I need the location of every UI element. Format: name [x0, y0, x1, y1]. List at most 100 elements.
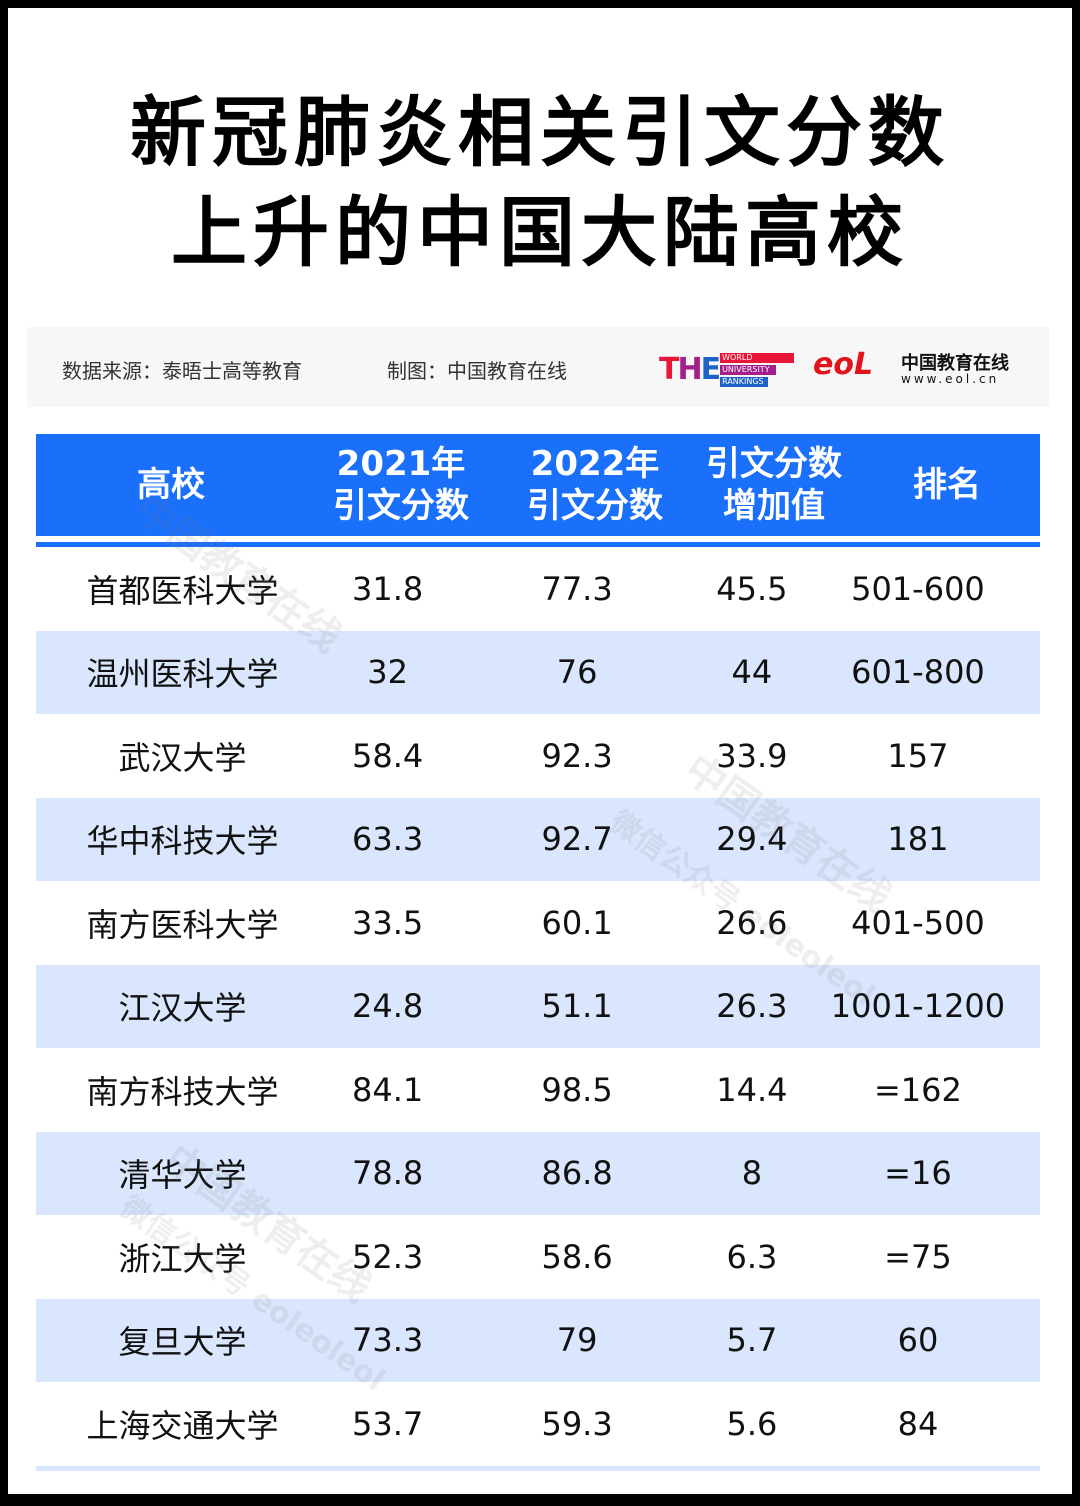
- cell-2022: 60.1: [541, 903, 613, 942]
- data-table: 高校 2021年 引文分数 2022年 引文分数 引文分数 增加值 排名 首都医科大学…: [36, 434, 1040, 1471]
- cell-rank: 60: [897, 1321, 939, 1360]
- cell-increase: 5.6: [726, 1404, 778, 1443]
- col-header-school: 高校: [36, 464, 306, 506]
- cell-rank: 1001-1200: [830, 987, 1006, 1026]
- cell-school: 华中科技大学: [86, 822, 279, 861]
- cell-2022: 51.1: [541, 987, 613, 1026]
- table-row: 上海交通大学 53.7 59.3 5.6 84: [36, 1382, 1040, 1466]
- table-row: 南方科技大学 84.1 98.5 14.4 =162: [36, 1048, 1040, 1132]
- cell-rank: =16: [884, 1154, 952, 1193]
- cell-school: 浙江大学: [118, 1239, 247, 1278]
- the-letter-h: H: [677, 352, 702, 387]
- made-by-text: 制图：中国教育在线: [387, 359, 567, 383]
- cell-increase: 33.9: [716, 736, 788, 775]
- cell-rank: 157: [887, 736, 949, 775]
- cell-rank: 601-800: [851, 653, 985, 692]
- cell-rank: 501-600: [851, 569, 985, 608]
- cell-school: 武汉大学: [118, 738, 247, 777]
- page-title: 新冠肺炎相关引文分数 上升的中国大陆高校: [8, 83, 1072, 283]
- cell-increase: 14.4: [716, 1070, 788, 1109]
- col-header-line: 2022年: [530, 444, 660, 484]
- cell-2021: 84.1: [351, 1070, 424, 1109]
- col-header-line: 高校: [137, 465, 205, 505]
- col-header-increase: 引文分数 增加值: [694, 443, 854, 527]
- cell-2022: 58.6: [541, 1237, 613, 1276]
- infographic-frame: 新冠肺炎相关引文分数 上升的中国大陆高校 数据来源：泰晤士高等教育 制图：中国教…: [8, 8, 1072, 1494]
- cell-2021: 24.8: [351, 987, 424, 1026]
- cell-increase: 29.4: [716, 820, 788, 859]
- col-header-line: 排名: [913, 465, 981, 505]
- cell-2022: 86.8: [541, 1154, 613, 1193]
- eol-logo: eoL 中国教育在线 www.eol.cn: [813, 345, 1033, 391]
- table-row: 温州医科大学 32 76 44 601-800: [36, 630, 1040, 714]
- col-header-2021: 2021年 引文分数: [306, 443, 496, 527]
- table-bottom-line: [36, 1465, 1040, 1471]
- eol-mark-icon: eoL: [813, 347, 874, 382]
- cell-school: 温州医科大学: [86, 655, 279, 694]
- table-row: 复旦大学 73.3 79 5.7 60: [36, 1298, 1040, 1382]
- cell-school: 清华大学: [118, 1156, 247, 1195]
- col-header-line: 增加值: [723, 486, 825, 526]
- the-rankings-logo: THE WORLD UNIVERSITY RANKINGS: [659, 352, 795, 387]
- col-header-line: 引文分数: [527, 486, 663, 526]
- cell-increase: 26.3: [716, 987, 788, 1026]
- table-row: 南方医科大学 33.5 60.1 26.6 401-500: [36, 881, 1040, 965]
- col-header-line: 引文分数: [333, 486, 469, 526]
- eol-name: 中国教育在线: [901, 353, 1009, 374]
- header-divider: [36, 542, 1040, 547]
- cell-2022: 79: [556, 1321, 598, 1360]
- cell-school: 南方医科大学: [86, 905, 279, 944]
- the-world: WORLD: [720, 353, 795, 363]
- cell-rank: 181: [887, 820, 949, 859]
- cell-school: 复旦大学: [118, 1323, 247, 1362]
- cell-2022: 98.5: [541, 1070, 613, 1109]
- cell-2022: 92.3: [541, 736, 613, 775]
- the-university: UNIVERSITY: [720, 365, 777, 375]
- the-letter-t: T: [659, 352, 680, 387]
- the-letters: THE: [659, 352, 721, 387]
- cell-2021: 53.7: [351, 1404, 424, 1443]
- cell-school: 南方科技大学: [86, 1072, 279, 1111]
- cell-2021: 73.3: [351, 1321, 424, 1360]
- cell-increase: 26.6: [716, 903, 788, 942]
- cell-2021: 78.8: [351, 1154, 424, 1193]
- cell-2022: 92.7: [541, 820, 613, 859]
- cell-2021: 58.4: [351, 736, 424, 775]
- table-body: 首都医科大学 31.8 77.3 45.5 501-600 温州医科大学 32 76 44 601…: [36, 547, 1040, 1466]
- cell-increase: 6.3: [726, 1237, 778, 1276]
- table-row: 首都医科大学 31.8 77.3 45.5 501-600: [36, 547, 1040, 631]
- cell-school: 江汉大学: [118, 989, 247, 1028]
- table-header: 高校 2021年 引文分数 2022年 引文分数 引文分数 增加值 排名: [36, 434, 1040, 536]
- title-line-1: 新冠肺炎相关引文分数: [130, 88, 950, 177]
- source-bar: 数据来源：泰晤士高等教育 制图：中国教育在线 THE WORLD UNIVERS…: [27, 327, 1049, 407]
- cell-increase: 5.7: [726, 1321, 778, 1360]
- col-header-line: 引文分数: [706, 444, 842, 484]
- cell-rank: =75: [884, 1237, 952, 1276]
- cell-rank: 84: [897, 1404, 939, 1443]
- cell-increase: 44: [731, 653, 773, 692]
- col-header-2022: 2022年 引文分数: [496, 443, 694, 527]
- table-row: 浙江大学 52.3 58.6 6.3 =75: [36, 1215, 1040, 1299]
- cell-2021: 32: [367, 653, 408, 692]
- the-rankings: RANKINGS: [720, 377, 769, 387]
- the-letter-e: E: [700, 352, 721, 387]
- col-header-rank: 排名: [854, 464, 1040, 506]
- cell-2021: 52.3: [351, 1237, 424, 1276]
- cell-rank: =162: [873, 1070, 962, 1109]
- table-row: 清华大学 78.8 86.8 8 =16: [36, 1131, 1040, 1215]
- cell-2021: 31.8: [351, 569, 424, 608]
- cell-2021: 33.5: [351, 903, 424, 942]
- table-row: 江汉大学 24.8 51.1 26.3 1001-1200: [36, 964, 1040, 1048]
- title-line-2: 上升的中国大陆高校: [171, 188, 909, 277]
- data-source-text: 数据来源：泰晤士高等教育: [62, 359, 302, 383]
- cell-rank: 401-500: [851, 903, 985, 942]
- cell-increase: 8: [741, 1154, 763, 1193]
- cell-school: 首都医科大学: [86, 571, 279, 610]
- col-header-line: 2021年: [336, 444, 466, 484]
- cell-2022: 59.3: [541, 1404, 613, 1443]
- cell-increase: 45.5: [716, 569, 788, 608]
- eol-url: www.eol.cn: [901, 372, 1000, 386]
- table-row: 华中科技大学 63.3 92.7 29.4 181: [36, 797, 1040, 881]
- table-row: 武汉大学 58.4 92.3 33.9 157: [36, 714, 1040, 798]
- cell-school: 上海交通大学: [86, 1406, 279, 1445]
